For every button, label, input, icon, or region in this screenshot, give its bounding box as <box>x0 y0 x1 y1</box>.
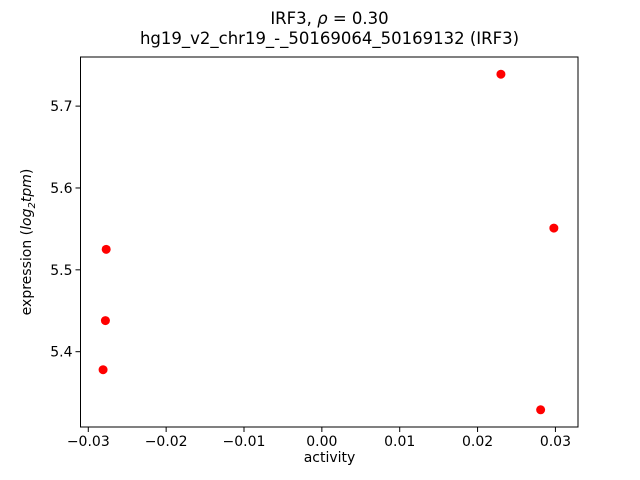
data-point <box>98 365 108 375</box>
y-axis-label-log: log <box>19 208 35 230</box>
data-point <box>496 69 506 79</box>
y-axis-label-subscript: 2 <box>26 202 38 209</box>
data-point <box>536 405 546 415</box>
x-tick-label: 0.01 <box>384 434 415 450</box>
y-tick-label: 5.7 <box>50 99 72 115</box>
data-point <box>549 223 559 233</box>
x-tick-label: −0.02 <box>145 434 188 450</box>
x-tick-label: 0.02 <box>462 434 493 450</box>
data-point <box>100 316 110 326</box>
data-point <box>101 244 111 254</box>
chart-title-prefix: IRF3, <box>270 9 318 28</box>
y-axis-label-suffix: ) <box>19 168 35 175</box>
x-tick-label: 0.03 <box>540 434 571 450</box>
x-tick-label: −0.03 <box>67 434 110 450</box>
y-axis-label-prefix: expression ( <box>19 229 35 316</box>
y-axis-label-tpm: tpm <box>19 174 35 203</box>
x-axis-label: activity <box>303 450 356 466</box>
y-tick-label: 5.4 <box>50 345 72 361</box>
chart-title-suffix: = 0.30 <box>327 9 389 28</box>
plot-frame <box>80 56 579 428</box>
chart-title-block: IRF3, ρ = 0.30 hg19_v2_chr19_-_50169064_… <box>81 9 578 49</box>
y-tick-label: 5.5 <box>50 263 72 279</box>
chart-title: IRF3, ρ = 0.30 <box>81 9 578 29</box>
y-tick-label: 5.6 <box>50 181 72 197</box>
chart-subtitle: hg19_v2_chr19_-_50169064_50169132 (IRF3) <box>139 29 520 48</box>
rho-symbol: ρ <box>317 9 328 28</box>
y-axis-label: expression (log2tpm) <box>19 168 38 316</box>
x-tick-label: −0.01 <box>223 434 266 450</box>
x-tick-label: 0.00 <box>306 434 337 450</box>
